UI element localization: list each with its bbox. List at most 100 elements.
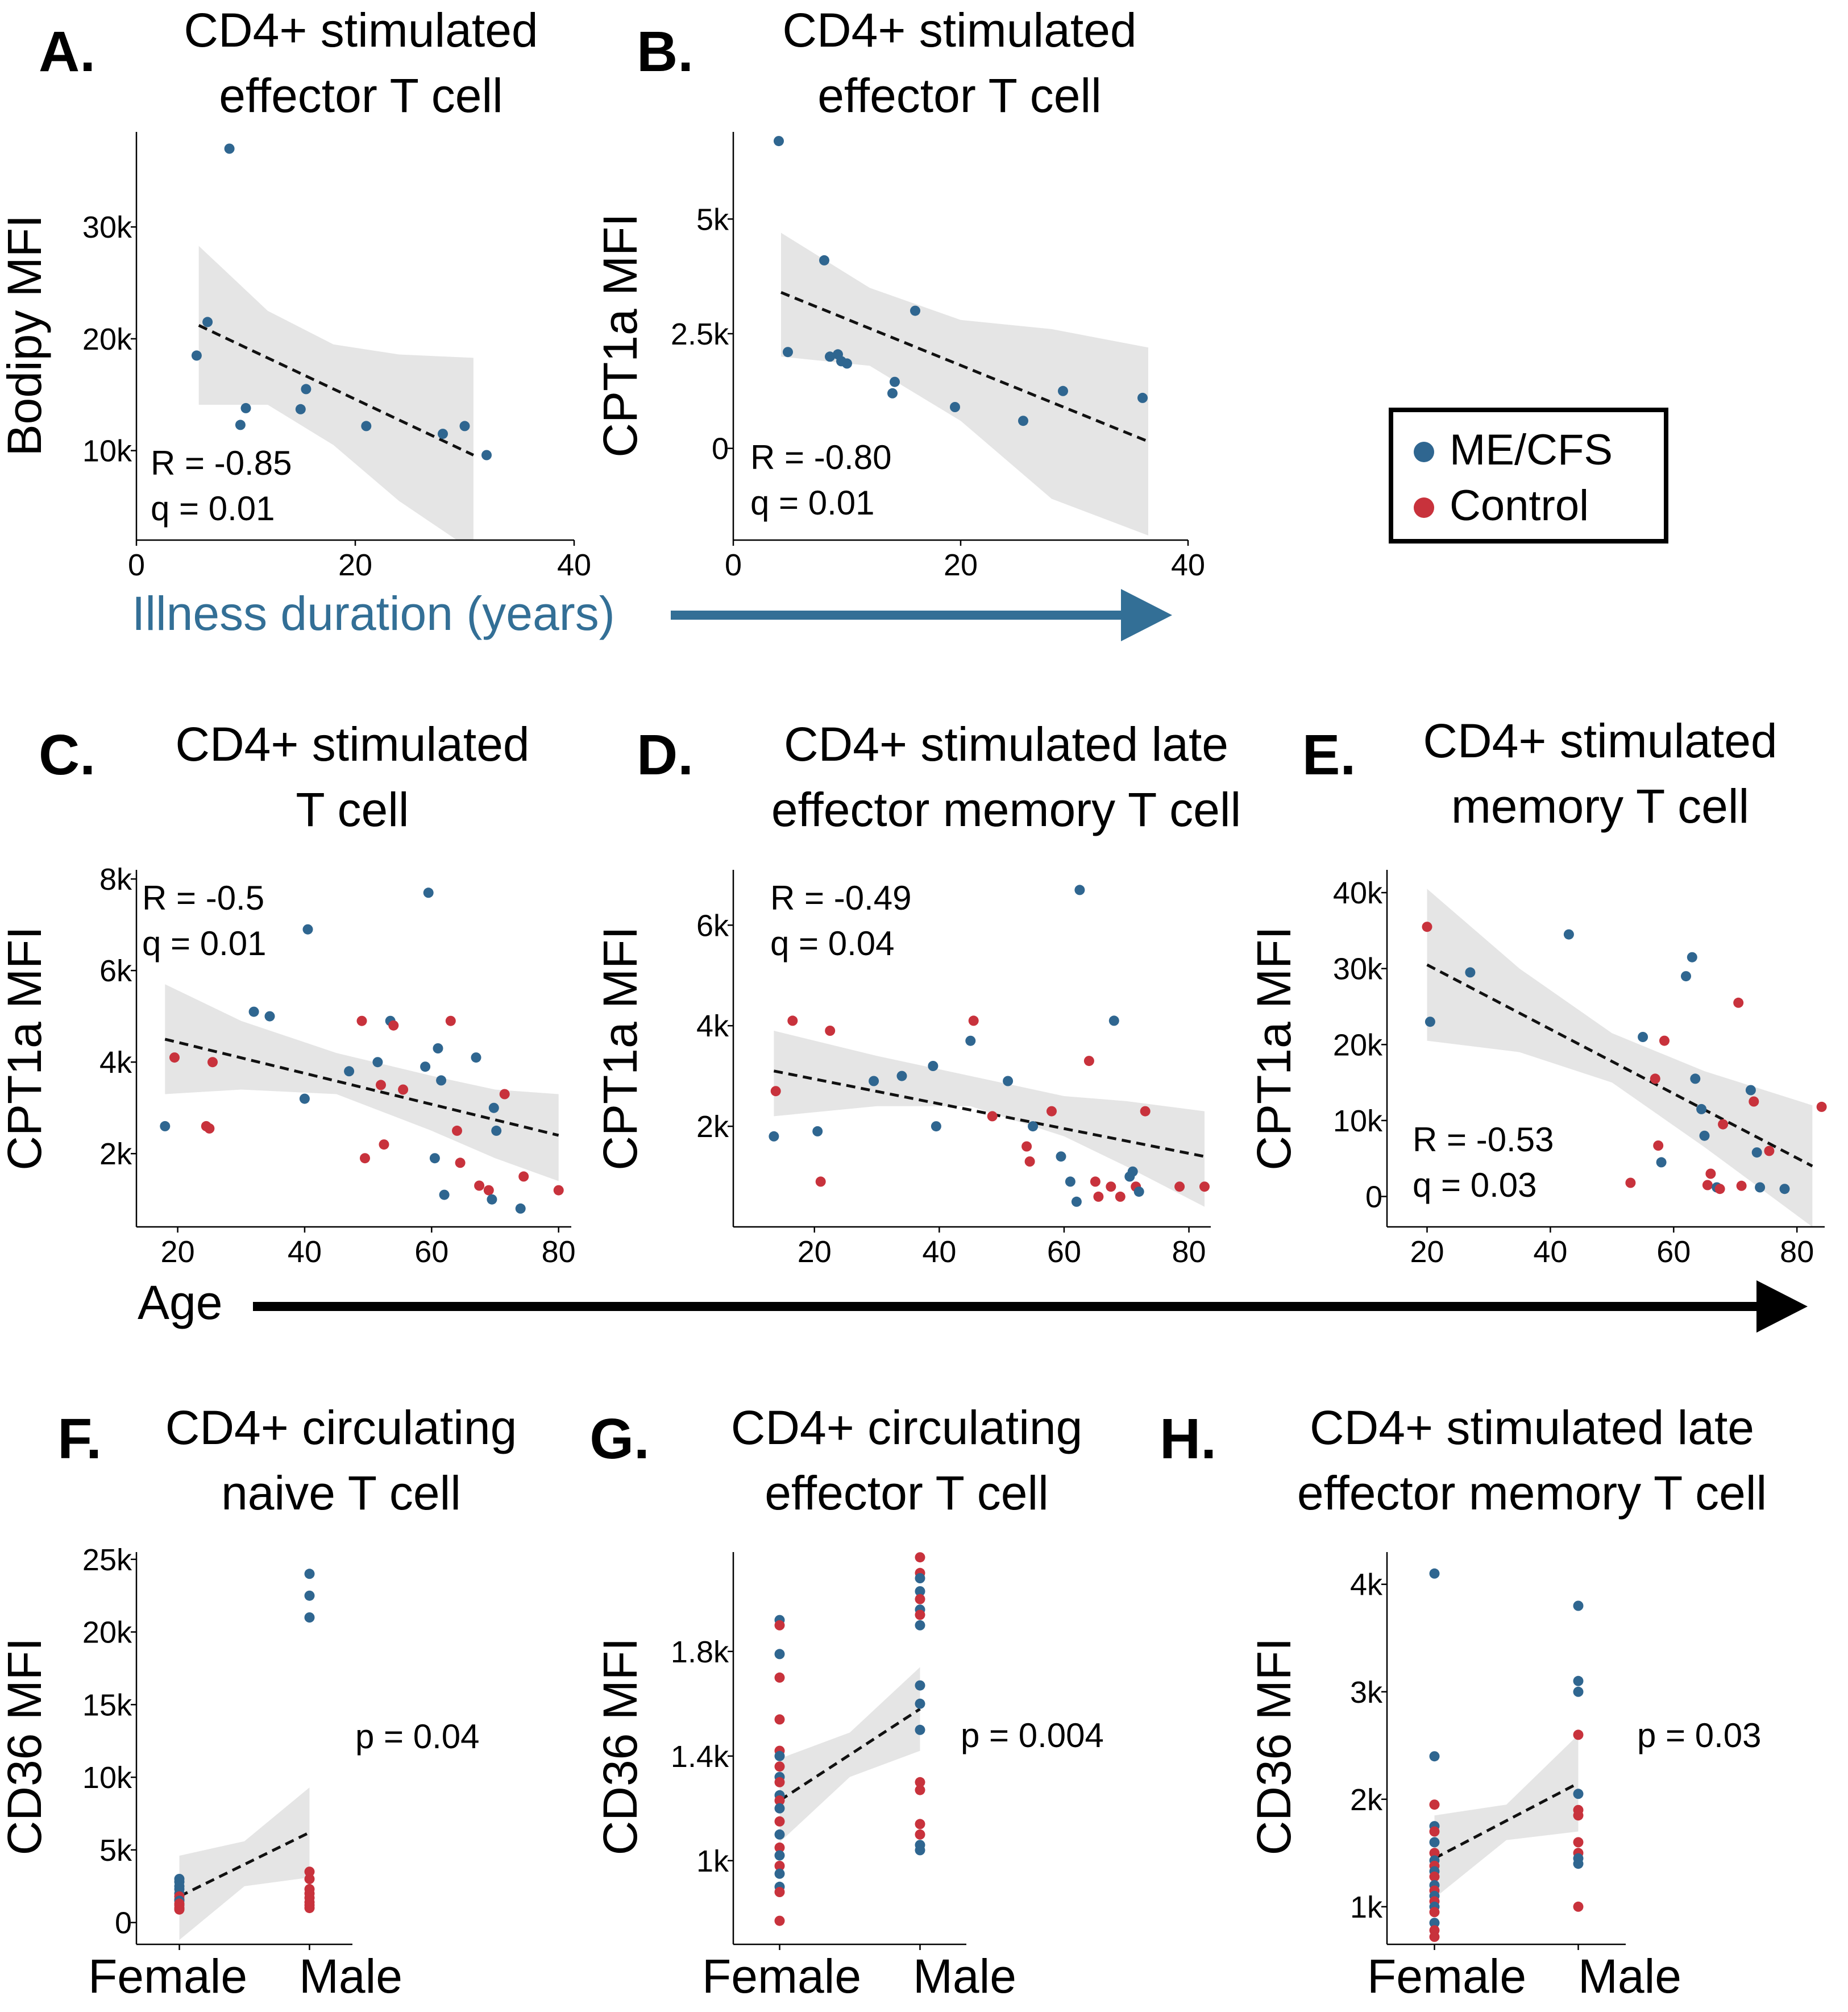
control-point	[915, 1594, 925, 1604]
control-point	[1653, 1140, 1664, 1151]
mecfs-point	[429, 1153, 440, 1164]
control-point	[445, 1015, 456, 1026]
x-tick-label: 80	[1780, 1235, 1814, 1269]
mecfs-point	[1573, 1686, 1584, 1697]
mecfs-point	[240, 403, 251, 413]
mecfs-point	[1573, 1858, 1584, 1869]
control-point	[169, 1052, 180, 1063]
control-point	[825, 1026, 836, 1036]
y-tick-label: 2.5k	[671, 317, 729, 351]
mecfs-point	[1465, 967, 1476, 978]
panel-title-line: CD4+ stimulated	[175, 717, 529, 771]
mecfs-point	[1429, 1837, 1440, 1848]
trend-line	[164, 1038, 559, 1137]
mecfs-point	[915, 1724, 925, 1735]
y-tick-label: 10k	[82, 434, 132, 468]
panel-label: G.	[589, 1407, 650, 1471]
y-tick-label: 1k	[1350, 1890, 1383, 1924]
control-point	[483, 1185, 494, 1196]
panel-label: D.	[637, 723, 693, 787]
panel-label: E.	[1302, 723, 1356, 787]
x-tick-label: 0	[128, 548, 145, 582]
y-tick-label: 0	[115, 1906, 132, 1940]
y-tick-label: 30k	[1333, 952, 1383, 986]
stat-annotation: R = -0.80	[750, 438, 891, 476]
control-point	[1650, 1073, 1660, 1084]
control-point	[398, 1084, 409, 1095]
control-point	[915, 1819, 925, 1830]
panel-title-line: naive T cell	[221, 1466, 461, 1520]
control-point	[1429, 1871, 1440, 1882]
panel-title-line: effector T cell	[765, 1466, 1049, 1520]
mecfs-point	[1056, 1151, 1066, 1162]
mecfs-point	[361, 421, 372, 432]
control-point	[174, 1904, 185, 1915]
x-tick-label: 40	[1171, 548, 1205, 582]
mecfs-point	[774, 1750, 785, 1761]
panel-title-line: CD4+ stimulated late	[1310, 1401, 1754, 1454]
x-tick-label: 20	[161, 1235, 195, 1269]
control-point	[1106, 1181, 1116, 1192]
control-point	[1429, 1931, 1440, 1942]
confidence-band	[774, 1031, 1205, 1207]
control-point	[774, 1672, 785, 1683]
mecfs-point	[423, 887, 434, 898]
y-tick-label: 1.4k	[671, 1740, 729, 1774]
control-point	[356, 1015, 367, 1026]
control-point	[774, 1842, 785, 1853]
panel-e: E. CD4+ stimulated memory T cell CPT1a MFI 0…	[1247, 714, 1827, 1269]
panel-f: F. CD4+ circulating naive T cell CD36 MFI 0 5…	[0, 1401, 517, 2003]
confidence-band	[1427, 889, 1813, 1227]
mecfs-point	[304, 1569, 315, 1579]
y-axis-label: CPT1a MFI	[0, 926, 51, 1170]
y-axis-label: CPT1a MFI	[593, 213, 647, 457]
x-category-label: Female	[1367, 1949, 1526, 2003]
stat-annotation: p = 0.004	[961, 1716, 1104, 1754]
mecfs-point	[1656, 1157, 1667, 1168]
x-category-label: Male	[913, 1949, 1016, 2003]
y-tick-label: 4k	[1350, 1568, 1383, 1602]
y-tick-label: 0	[1365, 1180, 1382, 1214]
mecfs-point	[491, 1125, 502, 1136]
control-point	[499, 1089, 510, 1100]
mecfs-point	[819, 255, 829, 265]
mecfs-point	[774, 136, 784, 147]
control-point	[388, 1020, 399, 1031]
control-point	[774, 1861, 785, 1871]
x-tick-label: 20	[1410, 1235, 1444, 1269]
mecfs-point	[915, 1698, 925, 1709]
legend-box	[1389, 408, 1668, 544]
panel-title-line: effector T cell	[219, 69, 503, 122]
mecfs-point	[1745, 1085, 1756, 1096]
panel-title-line: memory T cell	[1451, 779, 1749, 833]
age-arrow: Age	[138, 1276, 1808, 1333]
x-tick-label: 60	[414, 1235, 448, 1269]
control-point	[1140, 1106, 1151, 1117]
control-point	[1625, 1177, 1636, 1188]
trend-line	[780, 291, 1149, 443]
mecfs-point	[481, 450, 492, 461]
control-point	[774, 1777, 785, 1787]
mecfs-point	[304, 1590, 315, 1601]
mecfs-point	[915, 1620, 925, 1631]
mecfs-point	[160, 1121, 171, 1131]
mecfs-point	[420, 1061, 431, 1072]
mecfs-point	[202, 317, 213, 327]
panel-label: H.	[1160, 1407, 1216, 1471]
stat-annotation: q = 0.01	[750, 484, 875, 522]
control-point	[204, 1123, 215, 1134]
control-point	[1573, 1729, 1584, 1740]
control-point	[1429, 1826, 1440, 1837]
mecfs-point	[488, 1102, 499, 1113]
x-category-label: Male	[299, 1949, 402, 2003]
stat-annotation: R = -0.53	[1413, 1121, 1554, 1159]
trend-line	[779, 1707, 921, 1802]
y-axis-label: Bodipy MFI	[0, 215, 51, 457]
mecfs-point	[1003, 1076, 1014, 1086]
stat-annotation: R = -0.49	[770, 879, 911, 917]
illness-arrow-head	[1121, 589, 1172, 641]
x-tick-label: 40	[557, 548, 591, 582]
mecfs-point	[915, 1573, 925, 1583]
